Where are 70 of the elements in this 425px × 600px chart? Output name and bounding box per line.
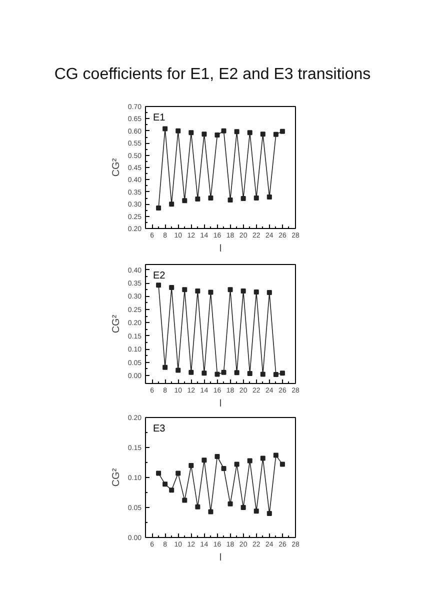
point [208,290,214,295]
point [221,466,226,471]
point [195,196,200,202]
x-axis-title: l [219,552,222,564]
point [202,370,207,376]
point [280,370,285,376]
point [169,488,174,493]
point [260,456,266,461]
point [247,458,252,464]
point [176,128,181,134]
point [247,130,252,136]
point [195,504,200,510]
point [221,370,226,375]
point [228,197,233,202]
annotation: E2 [153,270,166,282]
point [280,462,285,467]
point [240,505,246,510]
point [156,206,162,211]
x-axis-title: l [219,398,222,410]
point [254,196,259,200]
point [202,458,207,463]
point [188,130,194,136]
point [188,463,194,468]
y-axis-title: CG² [110,468,122,487]
point [240,196,246,201]
x-axis-title: l [219,244,222,254]
point [254,508,259,514]
point [182,498,188,503]
point [228,287,233,292]
point [176,368,181,373]
point [221,128,226,134]
y-axis-title: CG² [110,158,122,177]
point [280,128,285,134]
point [162,482,168,487]
point [188,370,194,375]
point [260,132,266,137]
point [156,282,162,288]
point [169,202,174,207]
annotation: E1 [153,112,166,124]
point [234,462,240,467]
point [182,198,188,204]
point [208,196,214,200]
point [273,372,278,378]
point [273,452,278,458]
point [234,370,240,376]
point [247,370,252,376]
point [202,132,207,137]
point [273,132,278,137]
chart-title: CG coefficients for E1, E2 and E3 transitions [54,65,371,85]
point [254,290,259,294]
point [156,470,162,476]
point [234,129,240,134]
point [162,126,168,132]
y-axis-title: CG² [110,314,122,334]
point [214,132,220,138]
point [266,290,272,296]
point [260,372,266,377]
point [176,470,181,476]
point [214,454,220,459]
point [169,285,174,290]
annotation: E3 [153,424,166,434]
point [182,287,188,292]
point [208,509,214,514]
point [195,288,200,294]
point [266,194,272,200]
point [228,501,233,506]
point [162,364,168,370]
point [266,511,272,516]
point [214,372,220,377]
point [240,288,246,294]
